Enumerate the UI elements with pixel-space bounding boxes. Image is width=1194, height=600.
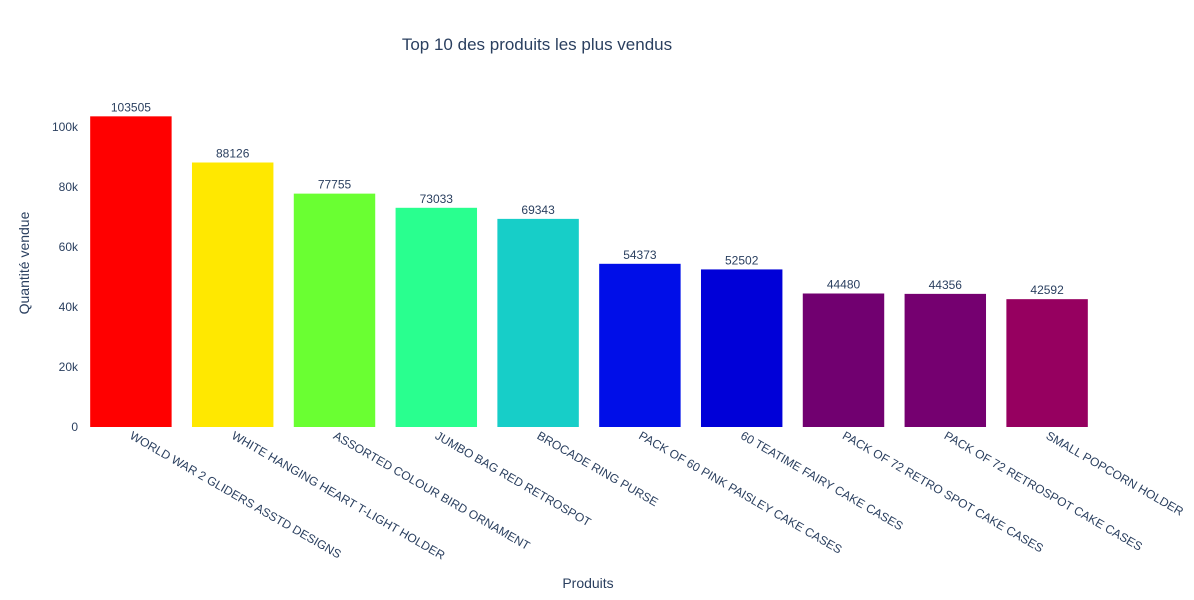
bars-group: 103505 88126 77755 73033 69343 54373 52502 4448… <box>90 100 1088 427</box>
data-label: 69343 <box>521 203 555 217</box>
bar[interactable] <box>1006 299 1088 427</box>
data-label: 42592 <box>1030 283 1064 297</box>
data-label: 88126 <box>216 147 250 161</box>
y-tick-label: 80k <box>59 180 79 194</box>
data-label: 44480 <box>827 277 861 291</box>
data-label: 54373 <box>623 248 657 262</box>
y-tick-label: 100k <box>52 120 79 134</box>
bar[interactable] <box>395 207 478 427</box>
data-label: 73033 <box>420 192 454 206</box>
bar[interactable] <box>802 293 885 427</box>
data-label: 103505 <box>111 100 151 114</box>
bar[interactable] <box>90 116 172 427</box>
y-tick-label: 40k <box>59 300 79 314</box>
y-tick-label: 60k <box>59 240 79 254</box>
chart-title: Top 10 des produits les plus vendus <box>402 35 672 54</box>
data-label: 77755 <box>318 178 352 192</box>
y-axis: 0 20k 40k 60k 80k 100k <box>52 120 79 434</box>
data-label: 44356 <box>929 278 963 292</box>
data-label: 52502 <box>725 253 759 267</box>
bar[interactable] <box>293 193 376 427</box>
y-tick-label: 20k <box>59 360 79 374</box>
bar[interactable] <box>497 218 579 427</box>
x-axis-title: Produits <box>562 575 613 591</box>
bar[interactable] <box>700 269 783 427</box>
bar[interactable] <box>904 293 987 427</box>
y-axis-title: Quantité vendue <box>16 211 32 314</box>
bar[interactable] <box>599 263 681 427</box>
y-tick-label: 0 <box>71 420 78 434</box>
bar[interactable] <box>191 162 274 427</box>
